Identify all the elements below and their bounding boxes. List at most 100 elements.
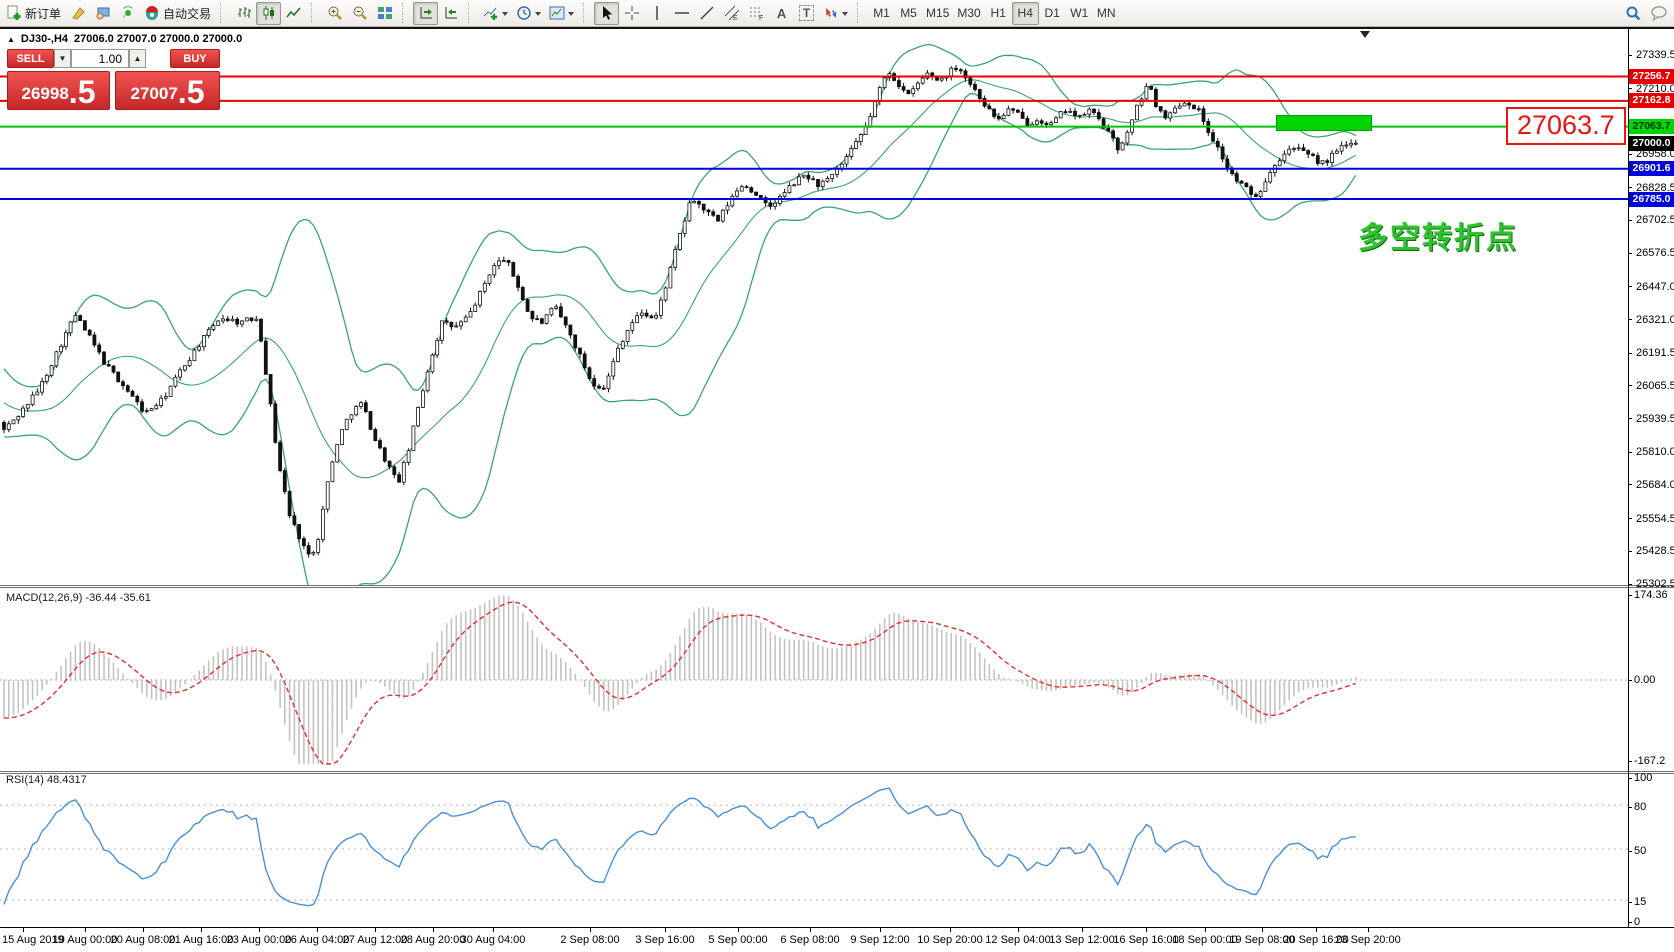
price-tick-label: 25939.5 — [1636, 412, 1674, 425]
clock-icon — [516, 5, 532, 21]
channel-icon: E — [724, 5, 740, 21]
sell-quote-button[interactable]: 26998.5 — [7, 71, 110, 110]
turning-point-annotation[interactable]: 多空转折点 — [1358, 222, 1518, 255]
time-label: 23 Aug 00:00 — [226, 934, 292, 946]
price-callout-box[interactable]: 27063.7 — [1506, 106, 1626, 145]
vertical-line-button[interactable] — [644, 2, 669, 25]
toolbar-separator — [402, 3, 409, 23]
volume-decrease-button[interactable]: ▼ — [54, 49, 71, 68]
signals-button[interactable] — [115, 2, 140, 25]
bar-chart-button[interactable] — [231, 2, 256, 25]
macd-axis-label: -167.2 — [1634, 755, 1666, 767]
autotrade-button[interactable]: 自动交易 — [140, 2, 215, 25]
toolbar-separator — [220, 3, 227, 23]
macd-axis-tick — [1628, 680, 1632, 681]
time-label: 23 Sep 20:00 — [1335, 934, 1401, 946]
pane-separator[interactable] — [0, 771, 1674, 774]
time-tick — [590, 928, 591, 932]
time-label: 5 Sep 00:00 — [708, 934, 768, 946]
zoom-out-button[interactable] — [347, 2, 372, 25]
time-tick — [665, 928, 666, 932]
volume-input[interactable] — [71, 49, 129, 68]
toolbar-separator — [311, 3, 318, 23]
periods-button[interactable] — [512, 2, 545, 25]
timeframe-button-h4[interactable]: H4 — [1011, 1, 1039, 25]
volume-increase-button[interactable]: ▲ — [129, 49, 146, 68]
dropdown-caret-icon — [842, 11, 849, 19]
zoom-in-button[interactable] — [322, 2, 347, 25]
shapes-button[interactable] — [819, 2, 852, 25]
timeframe-button-d1[interactable]: D1 — [1039, 2, 1066, 25]
chart-shift-button[interactable] — [413, 1, 439, 25]
tile-windows-icon — [377, 5, 393, 21]
horizontal-line-button[interactable] — [669, 2, 694, 25]
price-tick — [1628, 319, 1632, 320]
macd-canvas[interactable] — [0, 590, 1628, 768]
time-label: 2 Sep 08:00 — [560, 934, 620, 946]
timeframe-button-w1[interactable]: W1 — [1066, 2, 1093, 25]
price-tick — [1628, 518, 1632, 520]
sell-button[interactable]: SELL — [7, 49, 54, 68]
timeframe-button-m5[interactable]: M5 — [895, 2, 922, 25]
timeframe-button-h1[interactable]: H1 — [985, 2, 1012, 25]
crosshair-button[interactable] — [619, 2, 644, 25]
chart-header: ▲ DJ30-,H4 27006.0 27007.0 27000.0 27000… — [7, 33, 242, 45]
timeframe-button-m1[interactable]: M1 — [868, 2, 895, 25]
panel-collapse-icon[interactable]: ▲ — [7, 34, 15, 44]
main-chart-canvas[interactable] — [0, 31, 1628, 585]
price-tick-label: 26702.5 — [1636, 214, 1674, 227]
fibonacci-button[interactable]: F — [744, 2, 769, 25]
price-tick-label: 27339.5 — [1636, 49, 1674, 62]
time-axis[interactable]: 15 Aug 2019 19 Aug 00:00 20 Aug 08:00 21 Au… — [0, 927, 1674, 952]
tile-windows-button[interactable] — [372, 2, 397, 25]
macd-axis-tick — [1628, 761, 1632, 762]
text-tool-button[interactable]: A — [769, 2, 794, 25]
text-label-icon: T — [798, 5, 815, 21]
equidistant-channel-button[interactable]: E — [719, 2, 744, 25]
time-label: 3 Sep 16:00 — [635, 934, 695, 946]
line-chart-icon — [285, 5, 302, 21]
zoom-out-icon — [352, 5, 368, 21]
buy-button[interactable]: BUY — [170, 49, 220, 68]
template-icon — [549, 5, 565, 21]
templates-button[interactable] — [545, 2, 578, 25]
time-tick — [317, 928, 318, 932]
price-tick — [1628, 352, 1632, 354]
timeframe-button-mn[interactable]: MN — [1093, 2, 1120, 25]
price-tag: 26785.0 — [1629, 191, 1674, 207]
time-tick — [1018, 928, 1019, 932]
timeframe-button-m30[interactable]: M30 — [953, 2, 984, 25]
line-chart-button[interactable] — [281, 2, 306, 25]
buy-price-dec: .5 — [177, 74, 205, 110]
trendline-button[interactable] — [694, 2, 719, 25]
toolbar-separator — [857, 3, 864, 23]
rsi-canvas[interactable] — [0, 772, 1628, 925]
vertical-line-icon — [649, 5, 665, 21]
pane-separator[interactable] — [0, 585, 1674, 588]
buy-quote-button[interactable]: 27007.5 — [115, 71, 220, 110]
new-order-button[interactable]: 新订单 — [2, 2, 65, 25]
rsi-axis-tick — [1628, 778, 1632, 779]
rsi-axis-label: 80 — [1634, 801, 1647, 813]
time-label: 20 Sep 16:00 — [1283, 934, 1349, 946]
zoom-in-icon — [327, 5, 343, 21]
strategy-tester-button[interactable] — [90, 2, 115, 25]
dropdown-caret-icon — [535, 11, 542, 19]
cursor-button[interactable] — [594, 1, 620, 25]
timeframe-button-m15[interactable]: M15 — [922, 2, 953, 25]
highlight-rectangle[interactable] — [1276, 114, 1372, 131]
time-tick — [493, 928, 494, 932]
candlestick-button[interactable] — [256, 1, 282, 25]
price-tag: 26901.6 — [1629, 161, 1674, 177]
price-tick-label: 26828.5 — [1636, 181, 1674, 194]
chart-shift-icon — [418, 5, 434, 21]
chart-ohlc: 27006.0 27007.0 27000.0 27000.0 — [74, 33, 243, 45]
editor-button[interactable] — [65, 2, 90, 25]
pencil-icon — [70, 5, 86, 21]
text-label-button[interactable]: T — [794, 2, 819, 25]
auto-scroll-button[interactable] — [438, 2, 463, 25]
chat-button[interactable] — [1646, 2, 1672, 25]
indicators-button[interactable] — [479, 2, 512, 25]
search-button[interactable] — [1621, 2, 1646, 25]
chart-title: DJ30-,H4 — [20, 33, 68, 45]
